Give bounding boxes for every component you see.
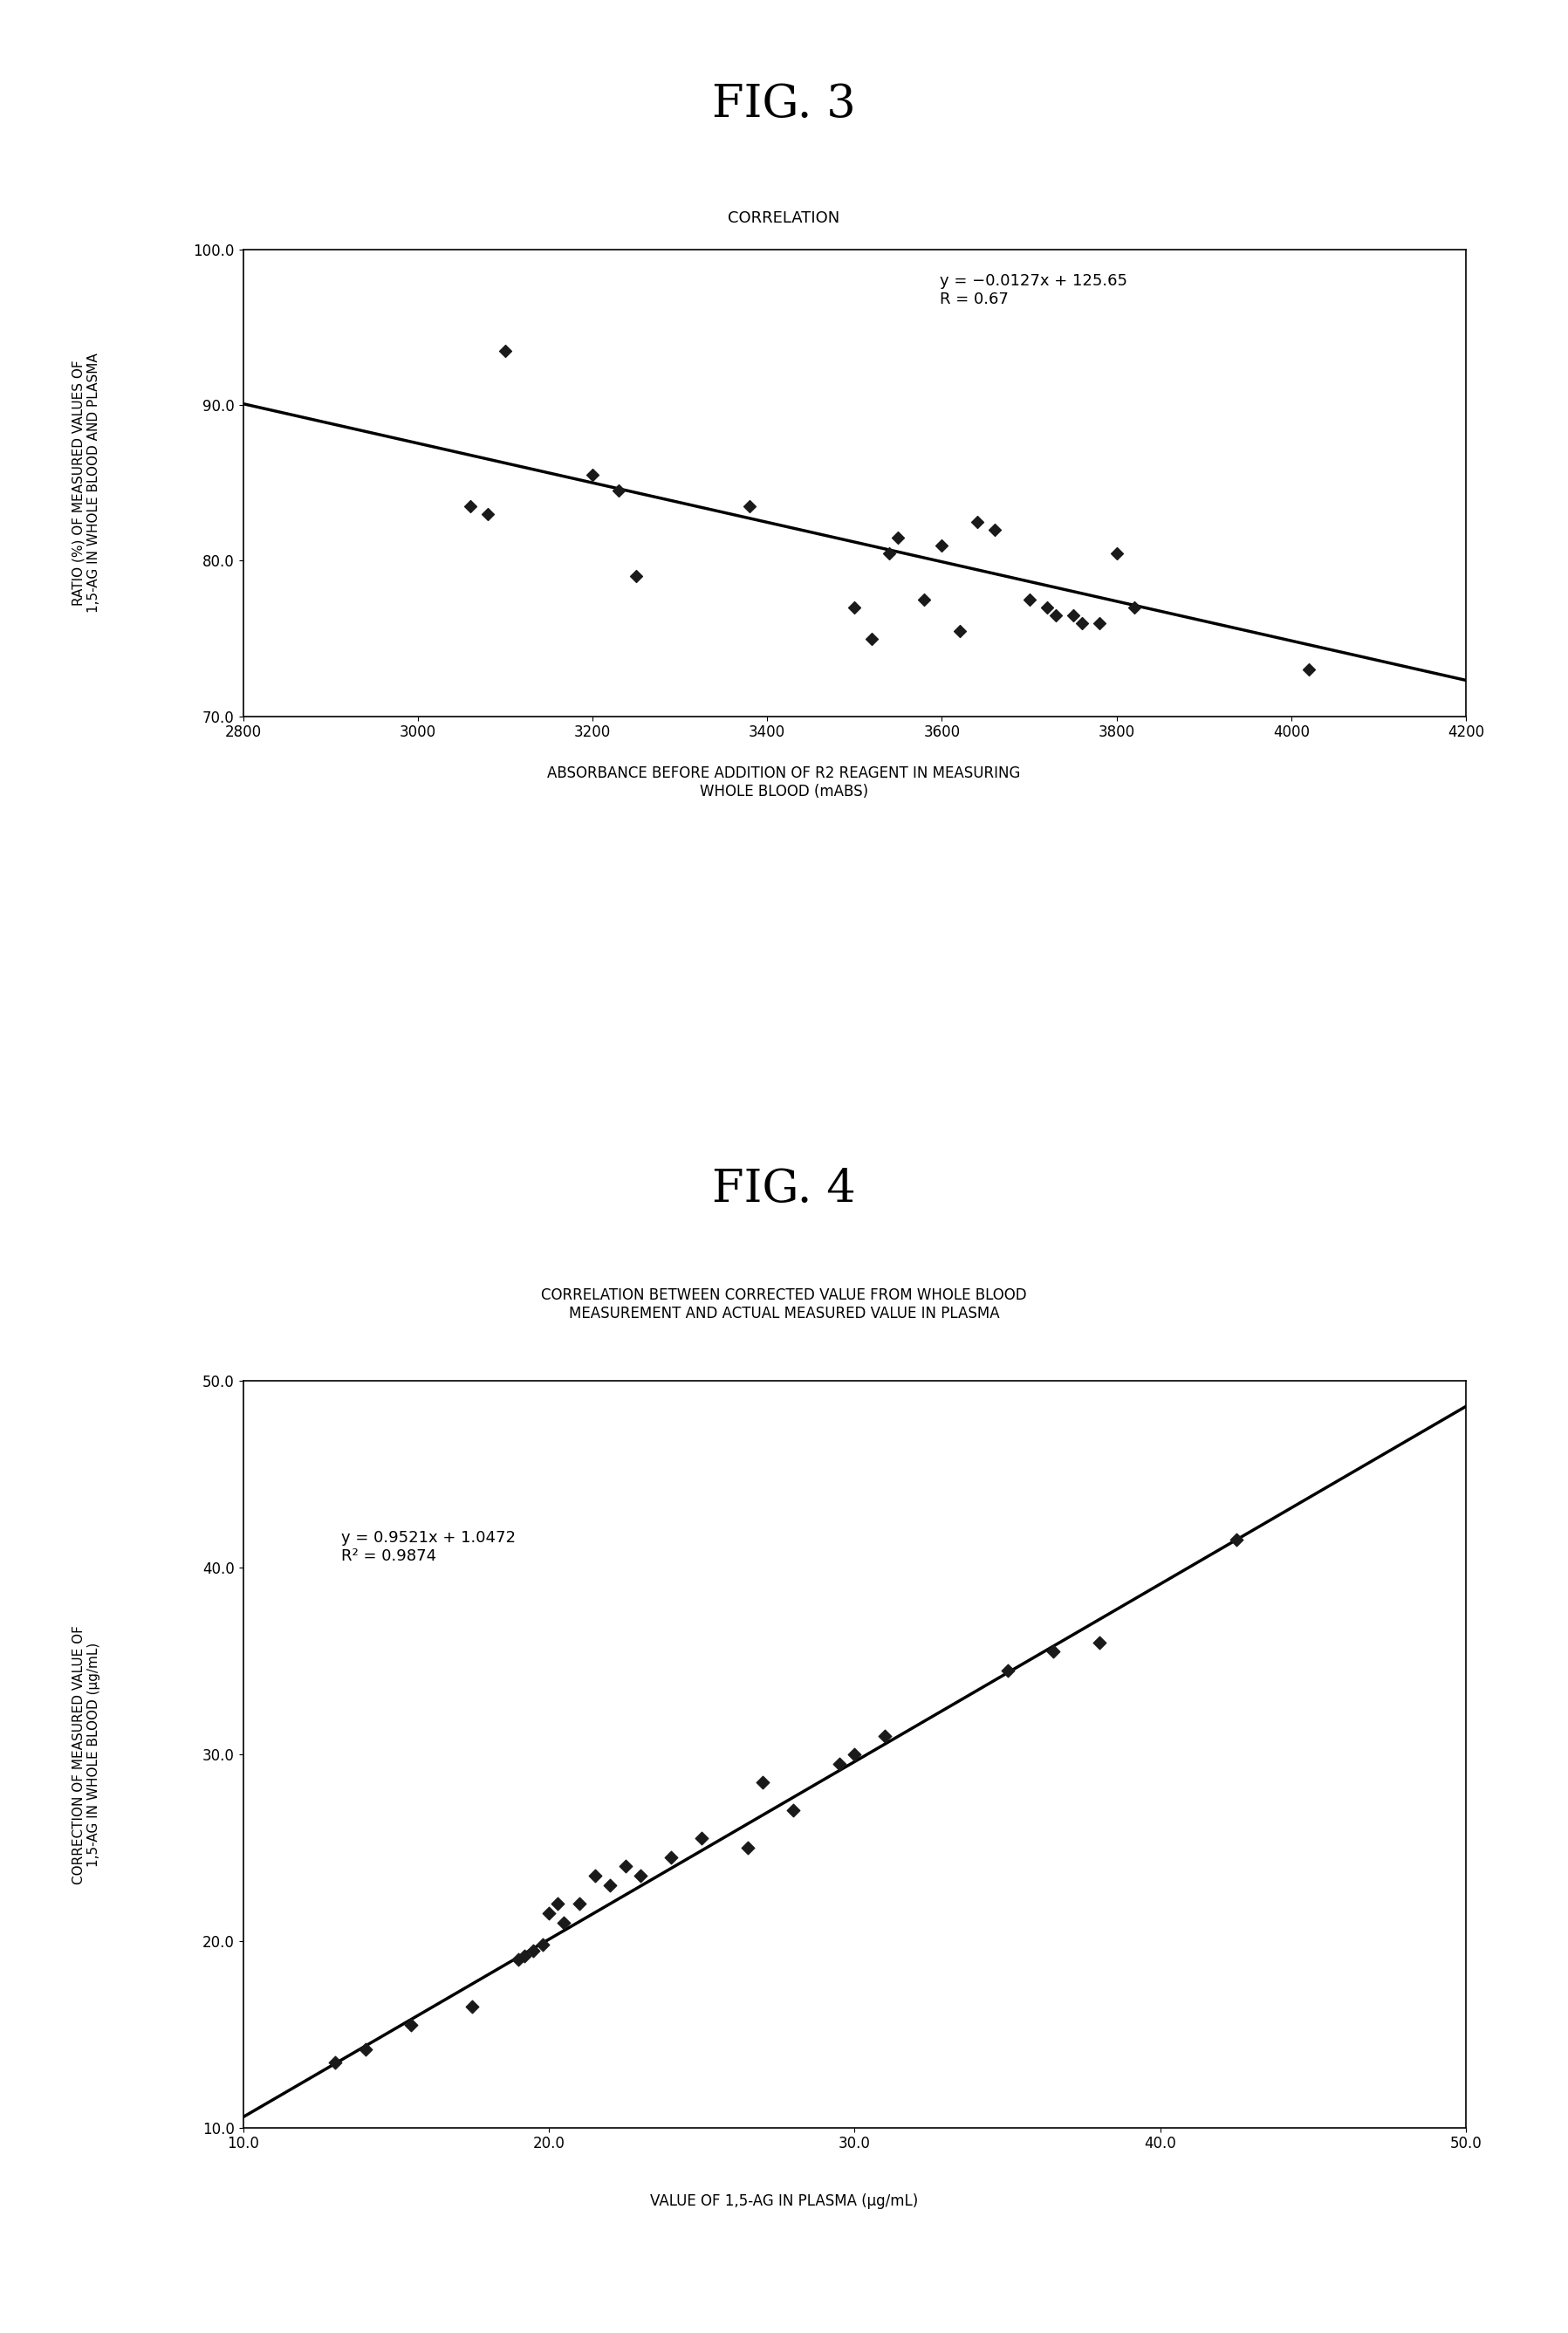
Point bbox=[624, 558, 649, 595]
Point bbox=[521, 1932, 546, 1969]
Point bbox=[580, 457, 605, 495]
Point bbox=[1060, 597, 1085, 635]
Point bbox=[353, 2030, 378, 2067]
Point bbox=[1225, 1521, 1250, 1558]
Point bbox=[913, 581, 938, 618]
Point bbox=[1035, 588, 1060, 625]
Point bbox=[1104, 534, 1129, 572]
Point bbox=[1121, 588, 1146, 625]
Point bbox=[1087, 604, 1112, 642]
Point bbox=[996, 1652, 1021, 1689]
Point bbox=[842, 588, 867, 625]
Point bbox=[629, 1857, 654, 1894]
Point bbox=[1043, 597, 1068, 635]
Point bbox=[475, 495, 500, 532]
Point bbox=[1069, 604, 1094, 642]
Point bbox=[735, 1829, 760, 1866]
Point bbox=[398, 2006, 423, 2044]
Point bbox=[964, 504, 989, 541]
Point bbox=[459, 1988, 485, 2025]
Point bbox=[597, 1866, 622, 1904]
Point bbox=[536, 1894, 561, 1932]
Point bbox=[1016, 581, 1041, 618]
Point bbox=[568, 1885, 593, 1922]
Text: y = −0.0127x + 125.65
R = 0.67: y = −0.0127x + 125.65 R = 0.67 bbox=[941, 273, 1127, 308]
Point bbox=[947, 611, 972, 649]
Point bbox=[737, 488, 762, 525]
Point bbox=[607, 471, 632, 509]
Text: y = 0.9521x + 1.0472
R² = 0.9874: y = 0.9521x + 1.0472 R² = 0.9874 bbox=[340, 1530, 516, 1565]
Point bbox=[873, 1717, 898, 1754]
Text: CORRELATION: CORRELATION bbox=[728, 210, 840, 226]
Text: FIG. 3: FIG. 3 bbox=[712, 82, 856, 126]
Point bbox=[877, 534, 902, 572]
Point bbox=[546, 1885, 571, 1922]
Text: ABSORBANCE BEFORE ADDITION OF R2 REAGENT IN MEASURING
WHOLE BLOOD (mABS): ABSORBANCE BEFORE ADDITION OF R2 REAGENT… bbox=[547, 765, 1021, 800]
Point bbox=[582, 1857, 607, 1894]
Point bbox=[1041, 1633, 1066, 1670]
Point bbox=[826, 1745, 851, 1782]
Point bbox=[530, 1927, 555, 1964]
Point bbox=[506, 1941, 532, 1978]
Point bbox=[781, 1792, 806, 1829]
Point bbox=[1087, 1624, 1112, 1661]
Point bbox=[613, 1848, 638, 1885]
Text: VALUE OF 1,5-AG IN PLASMA (μg/mL): VALUE OF 1,5-AG IN PLASMA (μg/mL) bbox=[651, 2193, 917, 2209]
Point bbox=[842, 1736, 867, 1773]
Point bbox=[1297, 651, 1322, 688]
Point bbox=[982, 511, 1007, 548]
Point bbox=[323, 2044, 348, 2081]
Text: RATIO (%) OF MEASURED VALUES OF
1,5-AG IN WHOLE BLOOD AND PLASMA: RATIO (%) OF MEASURED VALUES OF 1,5-AG I… bbox=[72, 352, 100, 614]
Point bbox=[930, 527, 955, 565]
Point bbox=[690, 1820, 715, 1857]
Point bbox=[511, 1936, 536, 1974]
Point bbox=[659, 1838, 684, 1876]
Point bbox=[458, 488, 483, 525]
Point bbox=[492, 331, 517, 369]
Point bbox=[886, 518, 911, 555]
Point bbox=[552, 1904, 577, 1941]
Text: FIG. 4: FIG. 4 bbox=[712, 1166, 856, 1211]
Text: CORRECTION OF MEASURED VALUE OF
1,5-AG IN WHOLE BLOOD (μg/mL): CORRECTION OF MEASURED VALUE OF 1,5-AG I… bbox=[72, 1624, 100, 1885]
Text: CORRELATION BETWEEN CORRECTED VALUE FROM WHOLE BLOOD
MEASUREMENT AND ACTUAL MEAS: CORRELATION BETWEEN CORRECTED VALUE FROM… bbox=[541, 1288, 1027, 1323]
Point bbox=[859, 621, 884, 658]
Point bbox=[751, 1764, 776, 1801]
